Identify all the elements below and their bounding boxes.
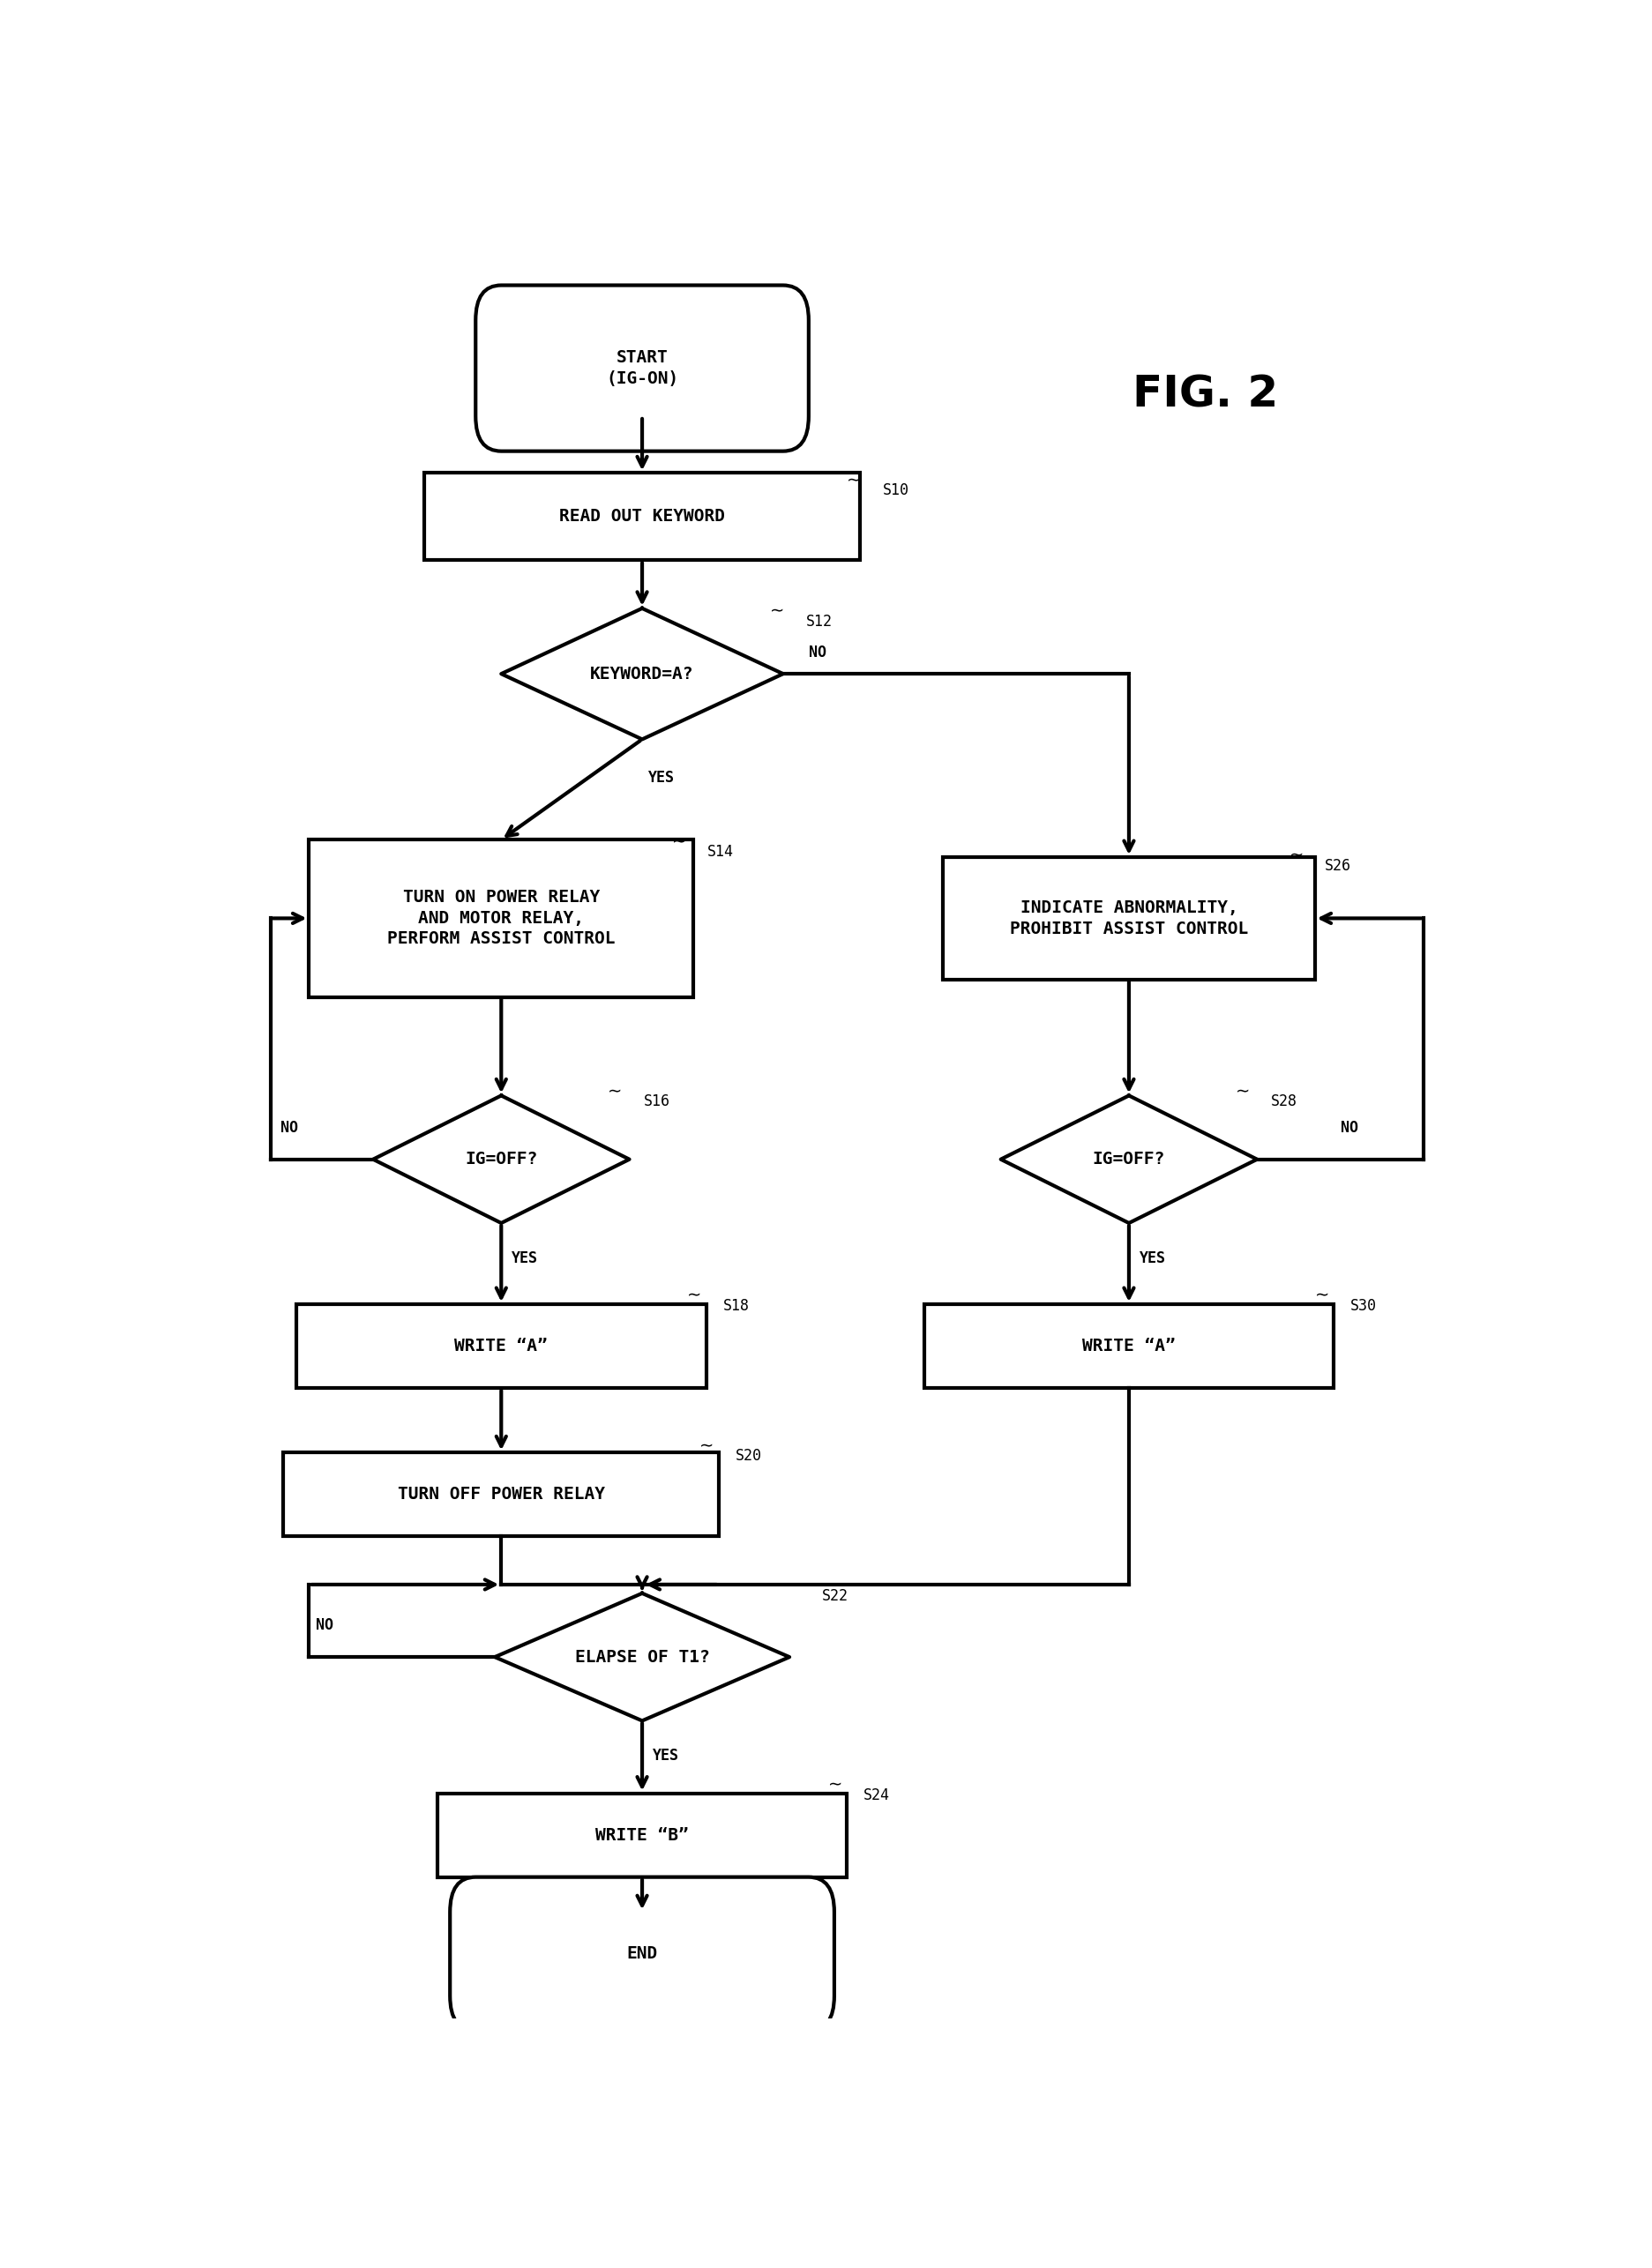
Text: NO: NO: [1340, 1120, 1358, 1136]
Text: WRITE “B”: WRITE “B”: [595, 1826, 689, 1844]
Text: ∼: ∼: [846, 472, 861, 488]
Text: S20: S20: [735, 1449, 762, 1465]
Text: S26: S26: [1325, 857, 1351, 873]
Bar: [943, 857, 1313, 980]
Text: ∼: ∼: [671, 832, 686, 850]
Text: TURN OFF POWER RELAY: TURN OFF POWER RELAY: [398, 1486, 605, 1504]
Text: NO: NO: [316, 1617, 334, 1633]
Bar: [923, 1304, 1333, 1388]
Text: END: END: [626, 1946, 657, 1962]
Text: S18: S18: [722, 1297, 748, 1313]
Text: ∼: ∼: [1289, 846, 1303, 864]
Text: S16: S16: [643, 1093, 669, 1109]
Text: WRITE “A”: WRITE “A”: [454, 1338, 547, 1354]
FancyBboxPatch shape: [476, 286, 808, 451]
Text: READ OUT KEYWORD: READ OUT KEYWORD: [558, 508, 725, 524]
Polygon shape: [999, 1095, 1256, 1222]
Text: YES: YES: [1138, 1250, 1165, 1266]
Text: S22: S22: [821, 1588, 847, 1603]
Bar: [296, 1304, 705, 1388]
Polygon shape: [373, 1095, 629, 1222]
Polygon shape: [494, 1594, 790, 1721]
Bar: [436, 1794, 846, 1878]
Text: ∼: ∼: [785, 1576, 800, 1594]
Text: YES: YES: [510, 1250, 537, 1266]
Text: ∼: ∼: [687, 1288, 700, 1304]
Text: ∼: ∼: [1313, 1288, 1328, 1304]
Text: ∼: ∼: [699, 1438, 714, 1454]
Text: S14: S14: [707, 844, 733, 860]
Text: S12: S12: [806, 615, 833, 628]
Polygon shape: [501, 608, 783, 739]
Bar: [284, 1454, 719, 1535]
Text: S10: S10: [882, 483, 909, 499]
Text: YES: YES: [653, 1749, 679, 1765]
Text: IG=OFF?: IG=OFF?: [464, 1150, 537, 1168]
Text: NO: NO: [808, 644, 826, 660]
Text: ELAPSE OF T1?: ELAPSE OF T1?: [575, 1649, 709, 1665]
Text: ∼: ∼: [1234, 1082, 1249, 1100]
Text: IG=OFF?: IG=OFF?: [1092, 1150, 1165, 1168]
Text: YES: YES: [648, 769, 674, 785]
Text: S24: S24: [864, 1787, 890, 1803]
Text: S28: S28: [1270, 1093, 1297, 1109]
Bar: [309, 839, 694, 998]
Text: INDICATE ABNORMALITY,
PROHIBIT ASSIST CONTROL: INDICATE ABNORMALITY, PROHIBIT ASSIST CO…: [1009, 900, 1247, 937]
Text: WRITE “A”: WRITE “A”: [1082, 1338, 1175, 1354]
Text: ∼: ∼: [828, 1776, 843, 1794]
Text: FIG. 2: FIG. 2: [1132, 374, 1279, 415]
Text: TURN ON POWER RELAY
AND MOTOR RELAY,
PERFORM ASSIST CONTROL: TURN ON POWER RELAY AND MOTOR RELAY, PER…: [387, 889, 615, 948]
FancyBboxPatch shape: [449, 1878, 834, 2030]
Text: KEYWORD=A?: KEYWORD=A?: [590, 665, 694, 683]
Text: ∼: ∼: [608, 1082, 621, 1100]
Text: START
(IG-ON): START (IG-ON): [606, 349, 677, 388]
Text: ∼: ∼: [770, 603, 785, 619]
Bar: [425, 474, 859, 560]
Text: NO: NO: [281, 1120, 299, 1136]
Text: S30: S30: [1350, 1297, 1376, 1313]
